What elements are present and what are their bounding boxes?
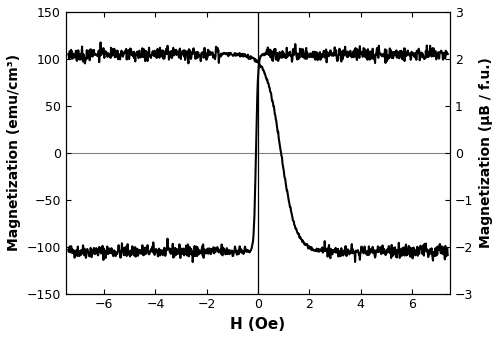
Y-axis label: Magnetization (emu/cm³): Magnetization (emu/cm³)	[7, 54, 21, 251]
Y-axis label: Magnetization (μB / f.u.): Magnetization (μB / f.u.)	[479, 57, 493, 248]
X-axis label: H (Oe): H (Oe)	[230, 317, 285, 332]
